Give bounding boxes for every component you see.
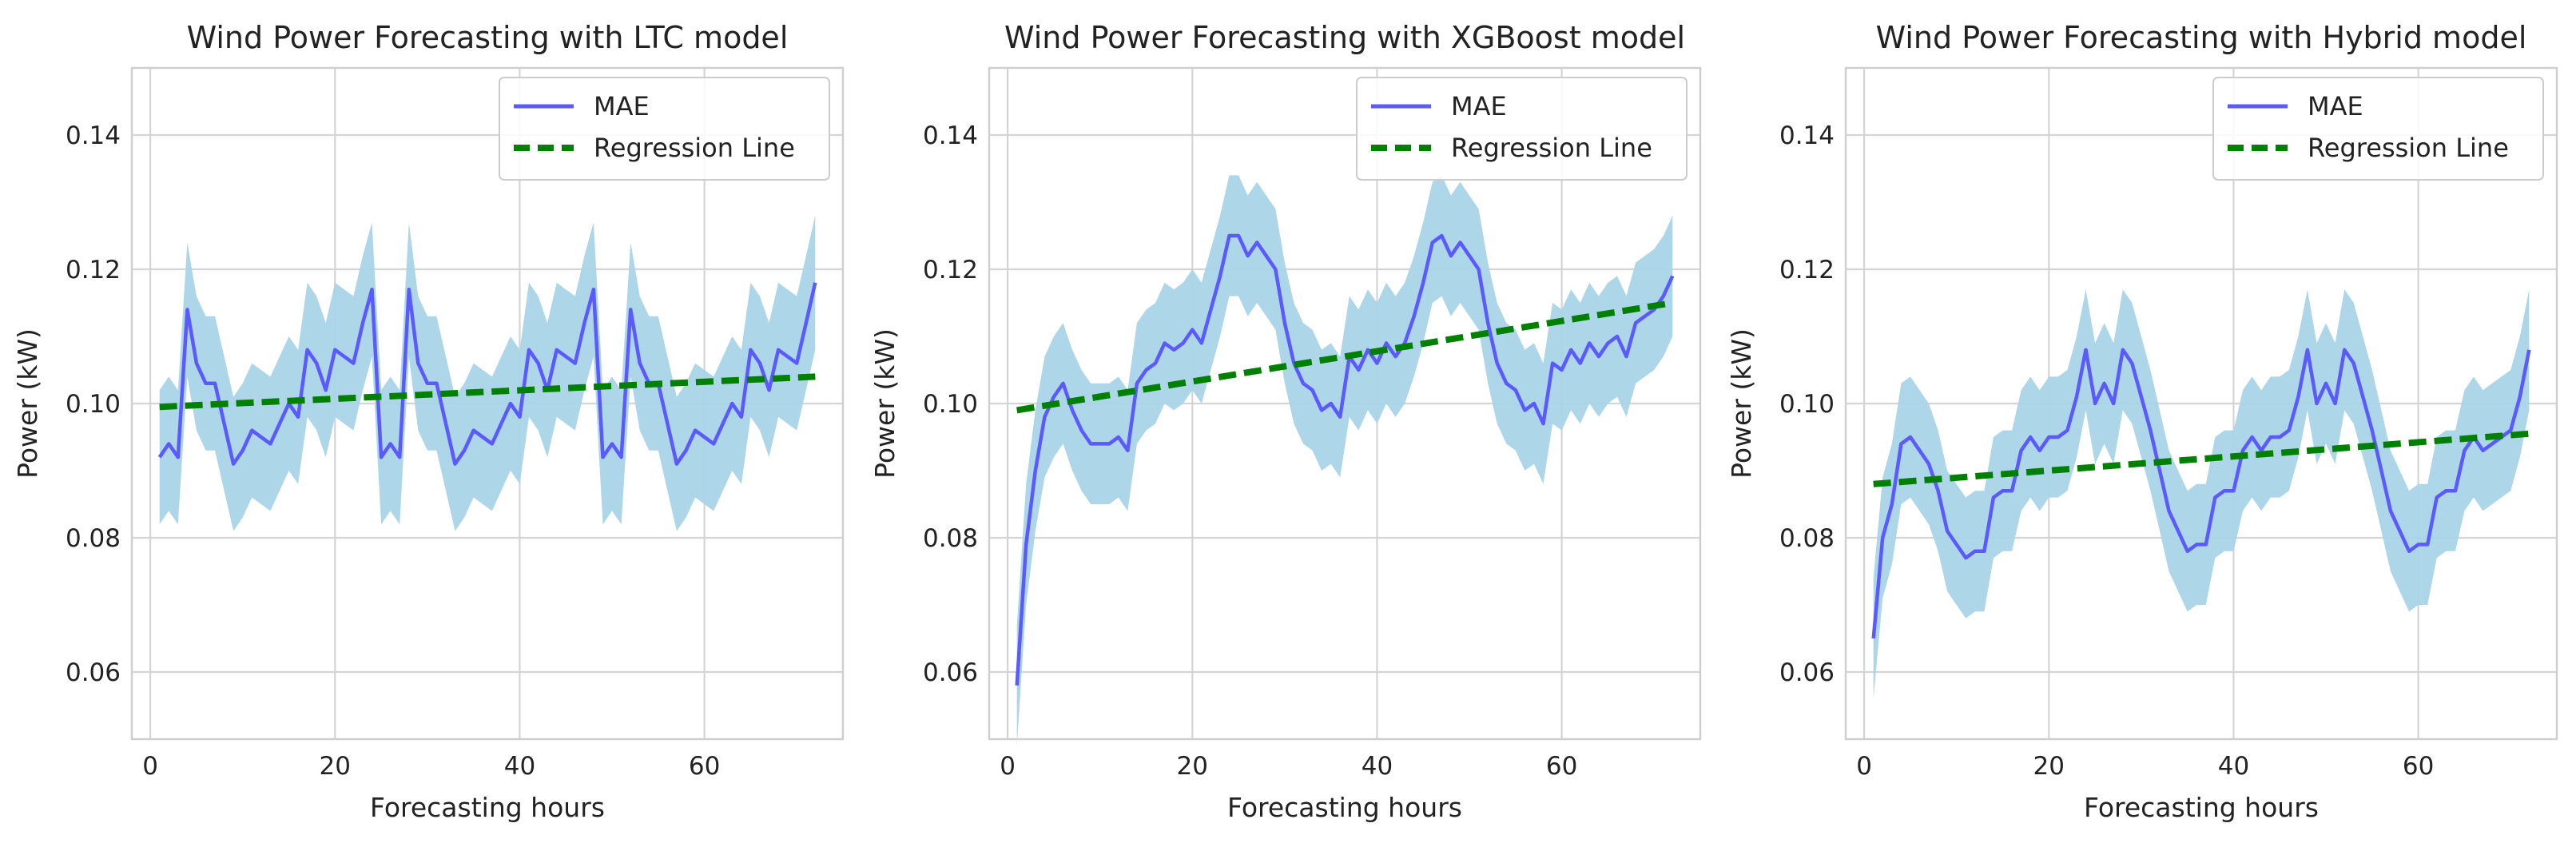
y-tick-label: 0.08	[66, 524, 121, 553]
regression-line	[159, 373, 816, 411]
mae-confidence-band	[1016, 175, 1673, 746]
y-tick-label: 0.10	[923, 390, 978, 419]
legend-regression-label: Regression Line	[2308, 133, 2509, 163]
y-tick-label: 0.12	[66, 256, 121, 284]
panel-xgboost: Wind Power Forecasting with XGBoost mode…	[869, 20, 1702, 823]
legend-mae-label: MAE	[594, 91, 650, 121]
plot-frame	[130, 66, 845, 741]
panel-hybrid: Wind Power Forecasting with Hybrid model…	[1726, 20, 2558, 823]
x-tick-label: 0	[1856, 752, 1872, 781]
y-tick-label: 0.06	[66, 658, 121, 687]
chart-title: Wind Power Forecasting with XGBoost mode…	[1004, 20, 1685, 55]
x-tick-label: 40	[504, 752, 535, 781]
y-axis-label: Power (kW)	[1726, 328, 1757, 479]
y-tick-label: 0.10	[66, 390, 121, 419]
plot-frame	[988, 66, 1702, 741]
mae-line	[1015, 233, 1675, 686]
mae-confidence-band	[159, 215, 816, 531]
x-tick-label: 0	[142, 752, 158, 781]
y-tick-label: 0.14	[923, 121, 978, 150]
legend: MAE Regression Line	[2212, 77, 2544, 181]
y-axis-label: Power (kW)	[12, 328, 43, 479]
chart-title: Wind Power Forecasting with Hybrid model	[1876, 20, 2527, 55]
regression-line	[1873, 430, 2530, 487]
y-tick-label: 0.06	[923, 658, 978, 687]
legend-mae-label: MAE	[2308, 91, 2363, 121]
x-tick-label: 40	[2218, 752, 2249, 781]
mae-confidence-band	[1873, 289, 2530, 699]
x-tick-label: 60	[1546, 752, 1577, 781]
y-tick-label: 0.10	[1779, 390, 1835, 419]
x-axis-label: Forecasting hours	[370, 792, 605, 823]
x-tick-label: 60	[2403, 752, 2434, 781]
y-axis-label: Power (kW)	[869, 328, 900, 479]
y-tick-label: 0.14	[66, 121, 121, 150]
panel-ltc: Wind Power Forecasting with LTC model 0 2…	[12, 20, 845, 823]
legend-mae-label: MAE	[1451, 91, 1507, 121]
mae-line	[157, 282, 817, 466]
y-tick-label: 0.06	[1779, 658, 1835, 687]
y-tick-label: 0.08	[1779, 524, 1835, 553]
mae-line	[1871, 348, 2531, 639]
x-axis-label: Forecasting hours	[1227, 792, 1462, 823]
regression-line	[1016, 300, 1673, 414]
x-tick-label: 0	[1000, 752, 1016, 781]
x-tick-label: 20	[1177, 752, 1208, 781]
legend: MAE Regression Line	[499, 77, 830, 181]
x-tick-label: 40	[1362, 752, 1393, 781]
x-tick-label: 60	[689, 752, 720, 781]
x-axis-label: Forecasting hours	[2084, 792, 2319, 823]
y-tick-label: 0.14	[1779, 121, 1835, 150]
y-tick-label: 0.08	[923, 524, 978, 553]
legend: MAE Regression Line	[1356, 77, 1688, 181]
y-tick-label: 0.12	[1779, 256, 1835, 284]
plot-frame	[1844, 66, 2558, 741]
x-tick-label: 20	[2033, 752, 2065, 781]
x-tick-label: 20	[320, 752, 351, 781]
legend-regression-label: Regression Line	[1451, 133, 1652, 163]
chart-title: Wind Power Forecasting with LTC model	[187, 20, 789, 55]
legend-regression-label: Regression Line	[594, 133, 795, 163]
y-tick-label: 0.12	[923, 256, 978, 284]
